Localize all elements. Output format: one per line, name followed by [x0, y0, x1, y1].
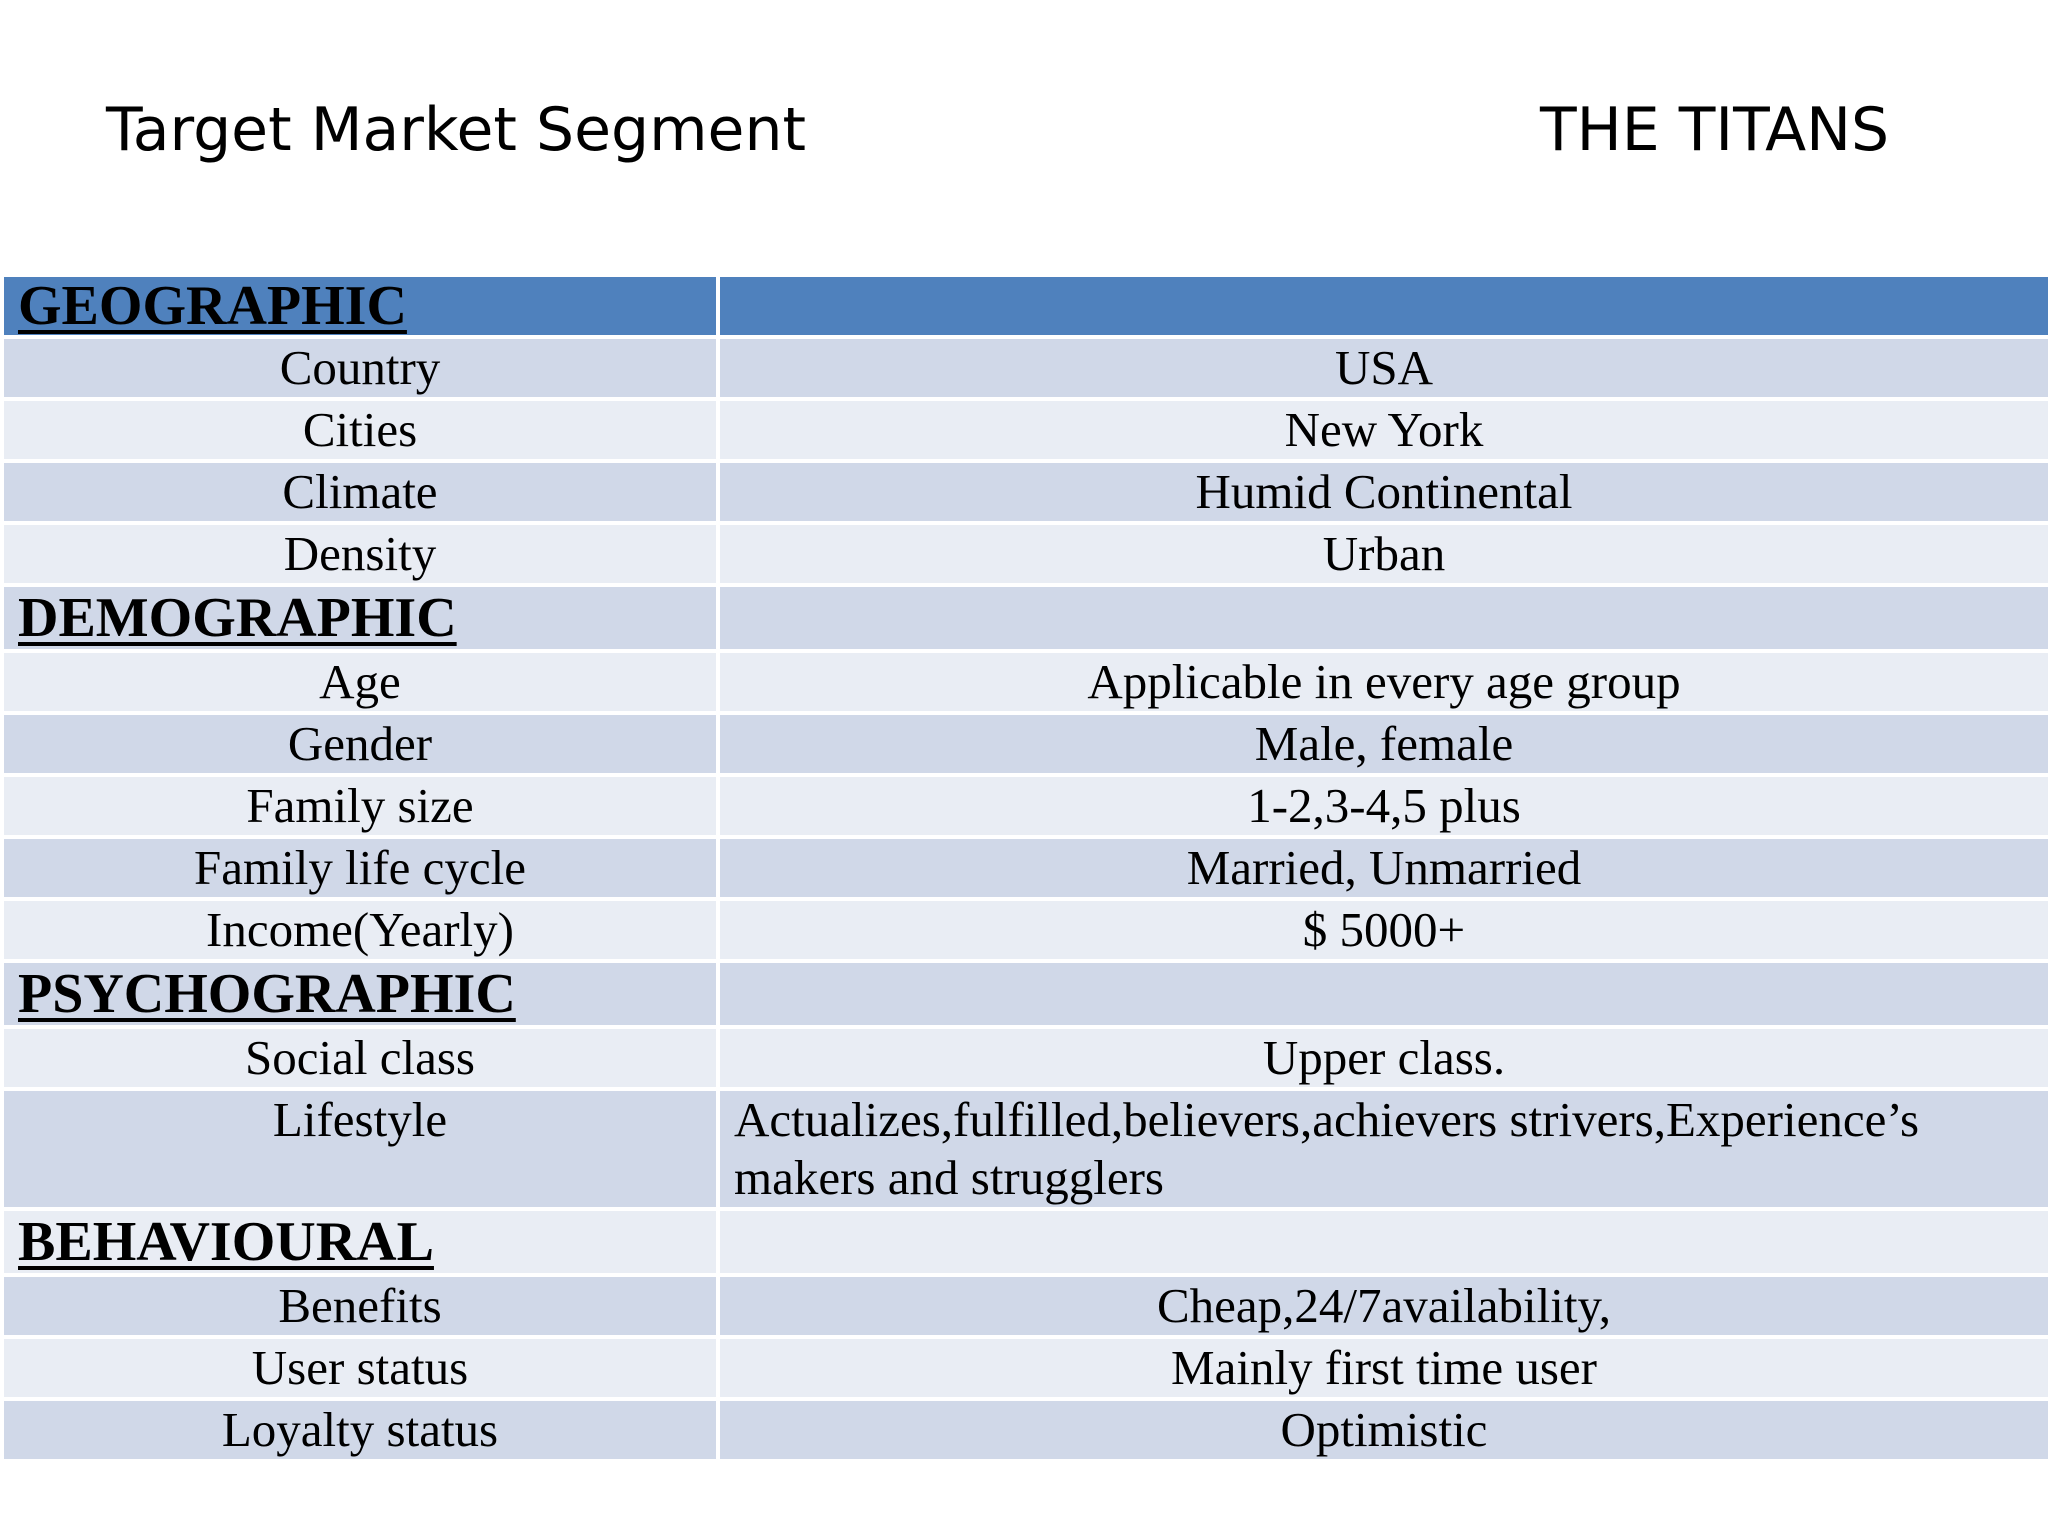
row-value: Humid Continental [716, 459, 2048, 525]
table-row: Gender Male, female [0, 711, 2048, 777]
row-label: Cities [0, 397, 720, 463]
row-value: USA [716, 335, 2048, 401]
row-label: Country [0, 335, 720, 401]
table-row: Lifestyle Actualizes,fulfilled,believers… [0, 1087, 2048, 1211]
section-value-empty [716, 273, 2048, 339]
section-row-psychographic: PSYCHOGRAPHIC [0, 959, 2048, 1029]
row-value: Male, female [716, 711, 2048, 777]
row-value: Applicable in every age group [716, 649, 2048, 715]
row-label: Benefits [0, 1273, 720, 1339]
table-row: Cities New York [0, 397, 2048, 463]
row-label: Gender [0, 711, 720, 777]
table-row: Income(Yearly) $ 5000+ [0, 897, 2048, 963]
row-label: Family size [0, 773, 720, 839]
row-label: Family life cycle [0, 835, 720, 901]
market-segment-table: GEOGRAPHIC Country USA Cities New York C… [0, 273, 2048, 1463]
row-label: Age [0, 649, 720, 715]
row-label: Loyalty status [0, 1397, 720, 1463]
row-label: Lifestyle [0, 1087, 720, 1211]
table-row: Family life cycle Married, Unmarried [0, 835, 2048, 901]
table-row: Climate Humid Continental [0, 459, 2048, 525]
row-value: Urban [716, 521, 2048, 587]
row-label: Density [0, 521, 720, 587]
row-value: 1-2,3-4,5 plus [716, 773, 2048, 839]
row-label: Social class [0, 1025, 720, 1091]
section-heading-geographic: GEOGRAPHIC [0, 273, 720, 339]
table-row: Loyalty status Optimistic [0, 1397, 2048, 1463]
section-value-empty [716, 583, 2048, 653]
section-row-demographic: DEMOGRAPHIC [0, 583, 2048, 653]
row-value: New York [716, 397, 2048, 463]
row-label: Income(Yearly) [0, 897, 720, 963]
slide-subtitle: THE TITANS [1540, 95, 1890, 165]
row-value: Mainly first time user [716, 1335, 2048, 1401]
table-row: Country USA [0, 335, 2048, 401]
row-label: Climate [0, 459, 720, 525]
row-value: Married, Unmarried [716, 835, 2048, 901]
row-label: User status [0, 1335, 720, 1401]
table-row: User status Mainly first time user [0, 1335, 2048, 1401]
section-heading-psychographic: PSYCHOGRAPHIC [0, 959, 720, 1029]
row-value: $ 5000+ [716, 897, 2048, 963]
section-value-empty [716, 959, 2048, 1029]
section-row-geographic: GEOGRAPHIC [0, 273, 2048, 339]
table-row: Density Urban [0, 521, 2048, 587]
table-row: Social class Upper class. [0, 1025, 2048, 1091]
row-value: Upper class. [716, 1025, 2048, 1091]
section-heading-behavioural: BEHAVIOURAL [0, 1207, 720, 1277]
slide-title: Target Market Segment [106, 95, 807, 165]
row-value: Cheap,24/7availability, [716, 1273, 2048, 1339]
section-row-behavioural: BEHAVIOURAL [0, 1207, 2048, 1277]
table-row: Benefits Cheap,24/7availability, [0, 1273, 2048, 1339]
section-heading-demographic: DEMOGRAPHIC [0, 583, 720, 653]
table-row: Family size 1-2,3-4,5 plus [0, 773, 2048, 839]
row-value: Optimistic [716, 1397, 2048, 1463]
section-value-empty [716, 1207, 2048, 1277]
table-row: Age Applicable in every age group [0, 649, 2048, 715]
row-value: Actualizes,fulfilled,believers,achievers… [716, 1087, 2048, 1211]
